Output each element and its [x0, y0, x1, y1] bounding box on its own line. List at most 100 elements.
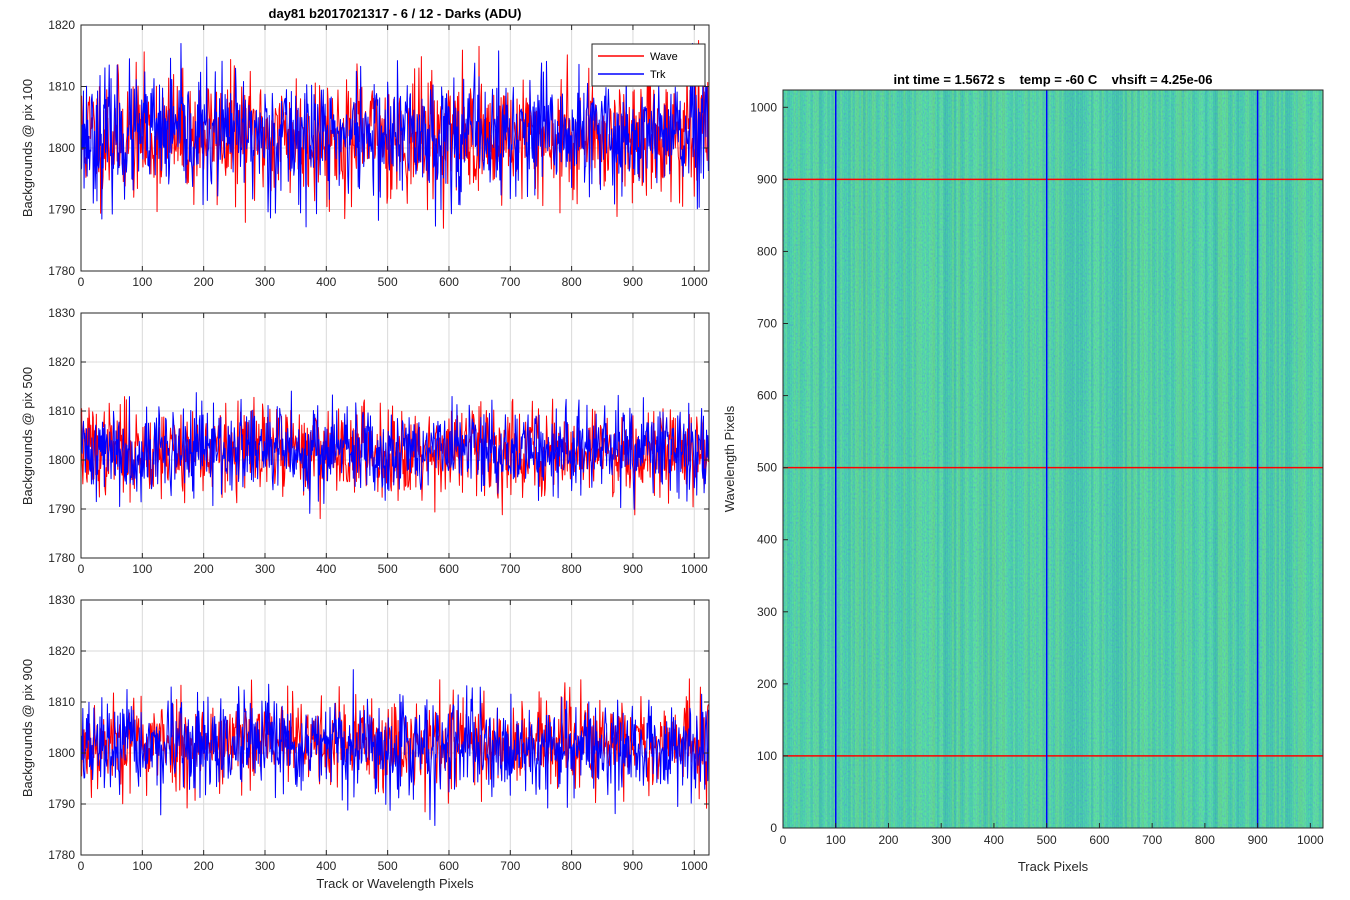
heatmap-column-band	[873, 90, 877, 828]
heatmap-column-band	[924, 90, 927, 828]
axes-box	[80, 312, 710, 559]
y-tick-label: 1790	[48, 203, 75, 217]
y-tick-label: 200	[757, 677, 777, 691]
heatmap-column-band	[1053, 90, 1056, 828]
heatmap-column-band	[983, 90, 986, 828]
x-tick-label: 1000	[681, 859, 708, 873]
heatmap-column-band	[1320, 90, 1323, 828]
heatmap-column-band	[1253, 90, 1256, 828]
x-tick-label: 0	[78, 859, 85, 873]
x-tick-label: 800	[562, 562, 582, 576]
heatmap-column-band	[1004, 90, 1007, 828]
heatmap-column-band	[968, 90, 972, 828]
heatmap-column-band	[1188, 90, 1191, 828]
heatmap-title: int time = 1.5672 s temp = -60 C vhsift …	[893, 72, 1212, 87]
heatmap-column-band	[1228, 90, 1231, 828]
heatmap-column-band	[1084, 90, 1088, 828]
heatmap-column-band	[949, 90, 953, 828]
heatmap-column-band	[918, 90, 921, 828]
heatmap-column-band	[882, 90, 885, 828]
heatmap-column-band	[1276, 90, 1280, 828]
heatmap-column-band	[1204, 90, 1208, 828]
heatmap-column-band	[1304, 90, 1307, 828]
heatmap-column-band	[1232, 90, 1235, 828]
x-tick-label: 500	[378, 275, 398, 289]
heatmap-column-band	[1185, 90, 1189, 828]
y-tick-label: 800	[757, 244, 777, 258]
heatmap-column-band	[1236, 90, 1239, 828]
heatmap-column-band	[958, 90, 961, 828]
heatmap-column-band	[1097, 90, 1100, 828]
y-tick-label: 1800	[48, 453, 75, 467]
heatmap-column-band	[1268, 90, 1271, 828]
x-tick-label: 300	[255, 562, 275, 576]
heatmap-column-band	[1194, 90, 1197, 828]
legend-box	[591, 43, 706, 87]
heatmap-column-band	[837, 90, 841, 828]
heatmap-column-band	[1215, 90, 1218, 828]
heatmap-column-band	[993, 90, 997, 828]
heatmap-column-band	[1141, 90, 1145, 828]
x-tick-label: 0	[780, 833, 787, 847]
y-ticks: 1780 1790 1800 1810 1820	[48, 18, 709, 278]
heatmap-column-band	[936, 90, 940, 828]
heatmap-column-band	[1002, 90, 1005, 828]
x-tick-label: 800	[562, 275, 582, 289]
heatmap-column-band	[1206, 90, 1210, 828]
heatmap-column-band	[884, 90, 887, 828]
heatmap-column-band	[1251, 90, 1254, 828]
heatmap-column-band	[808, 90, 811, 828]
x-tick-label: 600	[439, 562, 459, 576]
y-tick-label: 1830	[48, 593, 75, 607]
heatmap-column-band	[1071, 90, 1075, 828]
heatmap-column-band	[899, 90, 902, 828]
heatmap-column-band	[1196, 90, 1199, 828]
heatmap-column-band	[823, 90, 826, 828]
y-tick-label: 500	[757, 461, 777, 475]
heatmap-column-band	[1067, 90, 1071, 828]
heatmap-column-band	[1042, 90, 1045, 828]
heatmap-column-band	[1088, 90, 1092, 828]
x-tick-label: 700	[500, 562, 520, 576]
heatmap-column-band	[1015, 90, 1018, 828]
y-tick-label: 700	[757, 317, 777, 331]
heatmap-column-band	[1069, 90, 1073, 828]
x-tick-label: 200	[194, 275, 214, 289]
heatmap-column-band	[1128, 90, 1132, 828]
series-group	[81, 40, 709, 229]
y-tick-label: 0	[770, 821, 777, 835]
y-tick-label: 1800	[48, 141, 75, 155]
x-tick-label: 800	[562, 859, 582, 873]
heatmap-column-band	[1133, 90, 1136, 828]
y-tick-label: 1810	[48, 80, 75, 94]
x-tick-label: 600	[439, 275, 459, 289]
plot-pix900: 0 100 200 300 400 500 600 700 800 900 1000 1780 179…	[20, 593, 710, 891]
legend-label-trk: Trk	[650, 69, 666, 81]
heatmap-column-band	[1017, 90, 1020, 828]
heatmap-column-band	[1090, 90, 1094, 828]
heatmap-column-band	[970, 90, 974, 828]
x-tick-label: 400	[316, 859, 336, 873]
heatmap-column-band	[1019, 90, 1022, 828]
x-tick-label: 200	[878, 833, 898, 847]
y-tick-label: 900	[757, 172, 777, 186]
heatmap-column-band	[909, 90, 912, 828]
x-tick-label: 800	[1195, 833, 1215, 847]
y-axis-label: Backgrounds @ pix 900	[20, 659, 35, 797]
heatmap-column-band	[1112, 90, 1115, 828]
x-tick-label: 1000	[681, 562, 708, 576]
heatmap-column-band	[1008, 90, 1012, 828]
heatmap-column-band	[861, 90, 864, 828]
heatmap-bands	[783, 90, 1323, 828]
heatmap-column-band	[1306, 90, 1309, 828]
heatmap-column-band	[827, 90, 830, 828]
y-tick-label: 1820	[48, 355, 75, 369]
heatmap-column-band	[953, 90, 957, 828]
heatmap-column-band	[1316, 90, 1320, 828]
heatmap-column-band	[831, 90, 834, 828]
heatmap-column-band	[1145, 90, 1149, 828]
heatmap-column-band	[1093, 90, 1096, 828]
heatmap-column-band	[960, 90, 963, 828]
heatmap-column-band	[793, 90, 796, 828]
